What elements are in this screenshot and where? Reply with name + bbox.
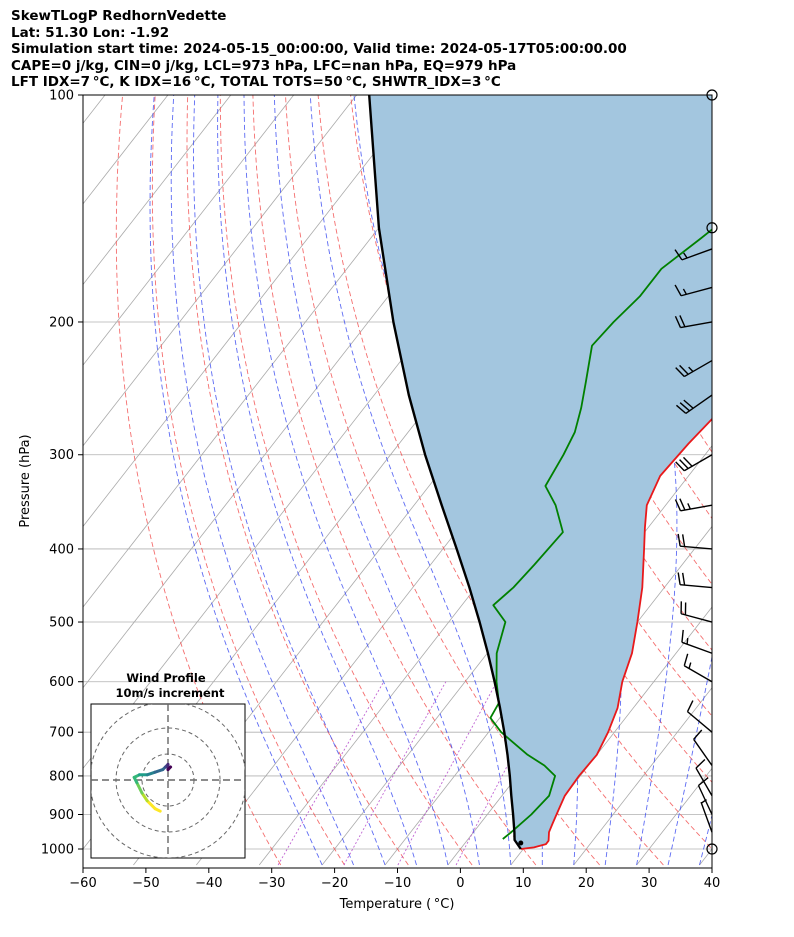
x-tick-label: −40 xyxy=(195,876,222,891)
hodograph-segment xyxy=(166,765,173,772)
x-tick-label: 20 xyxy=(578,876,595,891)
wind-barb xyxy=(675,394,713,414)
parcel-profile-line xyxy=(368,95,522,850)
dry-adiabat-line xyxy=(186,95,409,866)
wind-barb xyxy=(686,700,713,733)
moist-adiabat-line xyxy=(309,95,512,866)
wind-barb xyxy=(693,729,713,766)
x-tick-label: −50 xyxy=(132,876,159,891)
moist-adiabat-line xyxy=(217,95,417,866)
wind-barb xyxy=(681,629,713,654)
x-tick-label: 40 xyxy=(704,876,721,891)
x-tick-label: −10 xyxy=(384,876,411,891)
wind-barb xyxy=(695,758,713,797)
mixing-ratio-line xyxy=(455,681,552,866)
y-tick-label: 1000 xyxy=(41,843,74,858)
y-tick-label: 300 xyxy=(49,448,74,463)
moist-adiabat-line xyxy=(170,95,355,866)
x-tick-label: −20 xyxy=(321,876,348,891)
wind-barb xyxy=(675,359,713,378)
x-tick-label: −30 xyxy=(258,876,285,891)
mixing-ratio-line xyxy=(343,681,447,866)
wind-barb xyxy=(680,601,713,623)
wind-barb xyxy=(674,284,713,297)
isotherm-line xyxy=(83,95,420,528)
y-tick-label: 200 xyxy=(49,315,74,330)
calm-wind-circle xyxy=(706,89,718,101)
isotherm-line xyxy=(83,95,106,124)
x-axis-label: Temperature ( °C) xyxy=(339,897,455,912)
dry-adiabat-line xyxy=(252,95,537,866)
plot-data xyxy=(368,95,712,850)
moist-adiabat-line xyxy=(667,95,712,866)
calm-wind-circle xyxy=(706,222,718,234)
isotherm-line xyxy=(699,848,712,866)
calm-wind-circle xyxy=(706,843,718,855)
x-tick-label: 30 xyxy=(641,876,658,891)
hodograph-subtitle: 10m/s increment xyxy=(116,686,225,700)
x-tick-label: −60 xyxy=(69,876,96,891)
hodograph-segment xyxy=(140,791,149,803)
wind-barb xyxy=(677,533,713,550)
moist-adiabat-line xyxy=(149,95,323,866)
dry-adiabat-line xyxy=(708,95,712,104)
dry-adiabat-line xyxy=(115,95,282,866)
x-tick-label: 0 xyxy=(456,876,464,891)
cape-label: CAPE=0 j/kg, CIN=0 j/kg, LCL=973 hPa, LF… xyxy=(11,57,517,74)
hodograph-segment xyxy=(145,799,157,811)
dry-adiabat-line xyxy=(285,95,600,866)
dry-adiabat-line xyxy=(774,95,794,865)
temperature-profile-line xyxy=(520,417,712,850)
chart-title: SkewTLogP RedhornVedette xyxy=(11,8,227,24)
mixing-ratio-line xyxy=(277,681,385,866)
x-tick-label: 10 xyxy=(515,876,532,891)
wind-barb xyxy=(677,572,713,589)
index-label: LFT IDX=7 °C, K IDX=16 °C, TOTAL TOTS=50… xyxy=(11,74,501,90)
moist-adiabat-line xyxy=(243,95,449,866)
wind-barb xyxy=(674,315,713,329)
hodograph-title: Wind Profile xyxy=(126,671,206,685)
y-tick-label: 400 xyxy=(49,542,74,557)
y-axis-label: Pressure (hPa) xyxy=(18,434,33,527)
hodograph-segment xyxy=(135,781,144,795)
wind-barbs xyxy=(674,89,718,855)
moist-adiabat-line xyxy=(699,813,712,866)
hodograph xyxy=(90,703,246,859)
wind-barb xyxy=(674,498,713,512)
isotherm-line xyxy=(510,606,712,866)
mixing-ratio-line xyxy=(397,681,498,866)
wind-barb xyxy=(700,799,713,833)
dewpoint-profile-line xyxy=(489,228,712,840)
moist-adiabat-line xyxy=(193,95,386,866)
y-tick-label: 700 xyxy=(49,726,74,741)
wind-barb xyxy=(674,248,713,261)
wind-barb xyxy=(675,454,713,472)
isotherm-line xyxy=(573,687,712,866)
location-label: Lat: 51.30 Lon: -1.92 xyxy=(11,24,170,41)
wind-barb xyxy=(683,653,713,683)
dry-adiabat-line xyxy=(742,95,794,865)
isotherm-line xyxy=(83,95,232,286)
y-tick-label: 900 xyxy=(49,808,74,823)
y-tick-label: 100 xyxy=(49,89,74,104)
y-tick-label: 500 xyxy=(49,616,74,631)
isotherm-line xyxy=(83,95,357,447)
parcel-start-marker xyxy=(518,840,524,846)
isotherm-line xyxy=(83,95,295,366)
time-label: Simulation start time: 2024-05-15_00:00:… xyxy=(11,41,627,57)
cape-shading xyxy=(369,95,712,849)
plot-axes: −60 −50 −40 −30 −20 −10 0 10 20 30 40 1000 900 800 700… xyxy=(41,89,720,892)
chart-header: SkewTLogP RedhornVedette Lat: 51.30 Lon:… xyxy=(11,8,627,91)
dry-adiabat-line xyxy=(219,95,473,866)
y-tick-label: 800 xyxy=(49,769,74,784)
y-tick-label: 600 xyxy=(49,675,74,690)
